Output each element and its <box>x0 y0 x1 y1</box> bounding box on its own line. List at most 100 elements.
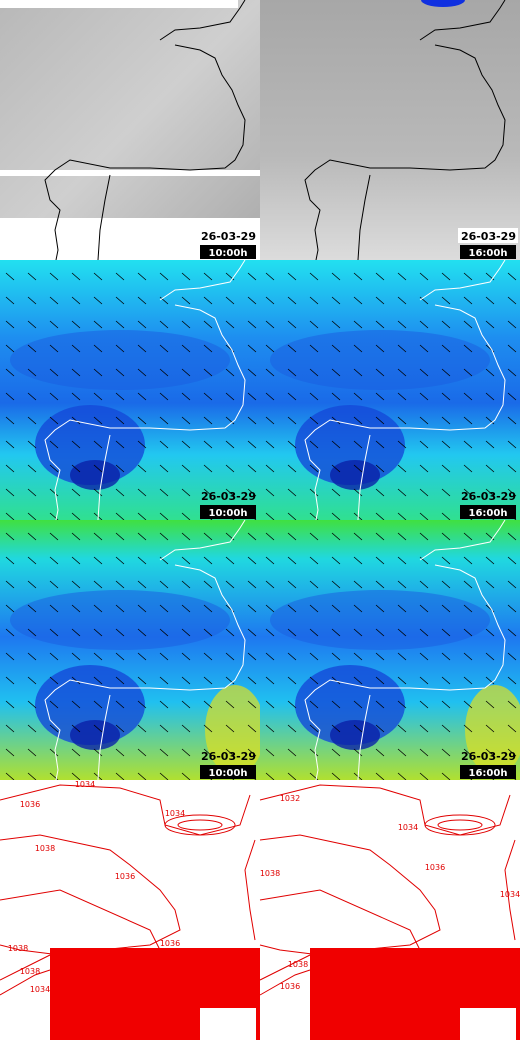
wind-arrow <box>27 464 37 473</box>
wind-arrow <box>49 464 59 473</box>
wind-arrow <box>397 344 407 353</box>
wind-arrow <box>27 392 37 401</box>
wind-arrow <box>137 272 147 281</box>
wind-arrow <box>247 344 257 353</box>
wind-arrow <box>137 748 147 757</box>
wind-arrow <box>441 392 451 401</box>
wind-arrow <box>137 512 147 521</box>
wind-arrow <box>27 272 37 281</box>
wind-arrow <box>203 392 213 401</box>
dark-zone <box>10 330 230 390</box>
wind-arrow <box>331 464 341 473</box>
wind-arrow <box>441 320 451 329</box>
wind-arrow <box>137 368 147 377</box>
map-panel: 26-03-29 10:00h <box>0 519 265 781</box>
wind-arrow <box>247 296 257 305</box>
wind-arrow <box>225 724 235 733</box>
isobar-panel <box>0 780 260 1040</box>
wind-arrow <box>225 440 235 449</box>
wind-arrow <box>71 532 81 541</box>
wind-arrow <box>49 652 59 661</box>
isobar-panel <box>259 780 520 1040</box>
wind-arrow <box>71 772 81 781</box>
wind-arrow <box>375 580 385 589</box>
wind-arrow <box>353 296 363 305</box>
wind-arrow <box>247 580 257 589</box>
wind-arrow <box>485 700 495 709</box>
wind-arrow <box>181 604 191 613</box>
wind-arrow <box>49 580 59 589</box>
wind-arrow <box>265 556 275 565</box>
wind-arrow <box>49 628 59 637</box>
wind-arrow <box>507 628 517 637</box>
wind-arrow <box>265 488 275 497</box>
date-label: 26-03-29 <box>201 750 256 763</box>
wind-arrow <box>137 464 147 473</box>
wind-arrow <box>27 320 37 329</box>
wind-arrow <box>159 532 169 541</box>
wind-arrow <box>181 676 191 685</box>
wind-arrow <box>507 604 517 613</box>
wind-arrow <box>265 440 275 449</box>
wind-arrow <box>419 368 429 377</box>
wind-arrow <box>397 676 407 685</box>
wind-arrow <box>397 488 407 497</box>
wind-arrow <box>159 272 169 281</box>
wind-arrow <box>93 320 103 329</box>
wind-arrow <box>27 676 37 685</box>
wind-arrow <box>247 676 257 685</box>
wind-arrow <box>225 464 235 473</box>
wind-arrow <box>485 440 495 449</box>
wind-arrow <box>93 724 103 733</box>
wind-arrow <box>309 488 319 497</box>
wind-arrow <box>265 748 275 757</box>
date-label: 26-03-29 <box>201 490 256 503</box>
wind-arrow <box>247 700 257 709</box>
wind-arrow <box>181 464 191 473</box>
wind-arrow <box>203 724 213 733</box>
isobar-label: 1032 <box>280 794 300 803</box>
wind-arrow <box>5 392 15 401</box>
wind-arrow <box>419 556 429 565</box>
wind-arrow <box>353 628 363 637</box>
wind-arrow <box>507 368 517 377</box>
wind-arrow <box>159 488 169 497</box>
wind-arrow <box>181 416 191 425</box>
wind-arrow <box>5 488 15 497</box>
wind-arrow <box>287 580 297 589</box>
wind-arrow <box>93 440 103 449</box>
wind-arrow <box>485 556 495 565</box>
wind-arrow <box>5 700 15 709</box>
wind-arrow <box>463 344 473 353</box>
wind-arrow <box>247 628 257 637</box>
wind-arrow <box>287 344 297 353</box>
wind-arrow <box>353 652 363 661</box>
wind-arrow <box>159 368 169 377</box>
wind-arrow <box>159 748 169 757</box>
wind-arrow <box>71 464 81 473</box>
wind-arrow <box>485 580 495 589</box>
wind-arrow <box>397 392 407 401</box>
date-label: 26-03-29 <box>461 750 516 763</box>
wind-arrow <box>419 344 429 353</box>
date-box <box>198 228 258 243</box>
wind-arrow <box>137 416 147 425</box>
map-panel: 26-03-29 16:00h <box>260 259 520 521</box>
wind-arrow <box>397 652 407 661</box>
wind-arrow <box>331 272 341 281</box>
map-panel: 26-03-29 10:00h <box>0 259 260 521</box>
isobar-cluster <box>164 814 236 836</box>
wind-arrow <box>203 296 213 305</box>
wind-arrow <box>309 320 319 329</box>
wind-arrow <box>5 344 15 353</box>
wind-arrow <box>463 464 473 473</box>
time-box <box>460 505 516 519</box>
wind-arrow <box>419 416 429 425</box>
wind-arrow <box>137 700 147 709</box>
wind-arrow <box>181 512 191 521</box>
isobar-label: 1036 <box>20 800 40 809</box>
dark-zone <box>330 460 380 490</box>
wind-arrow <box>397 532 407 541</box>
wind-arrow <box>137 652 147 661</box>
wind-arrow <box>27 604 37 613</box>
